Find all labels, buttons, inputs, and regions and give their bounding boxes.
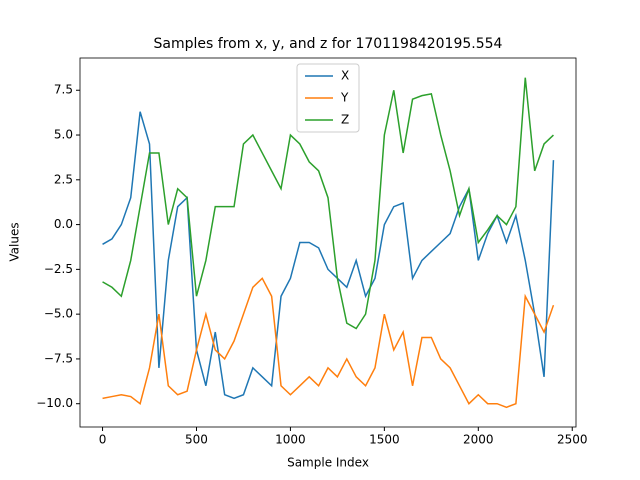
x-tick-label: 2500: [557, 433, 588, 447]
x-axis-label: Sample Index: [287, 456, 369, 470]
y-axis-label: Values: [8, 222, 22, 261]
plot-frame: [79, 57, 577, 428]
y-tick-label: 0.0: [54, 217, 73, 231]
x-tick-label: 2000: [463, 433, 494, 447]
y-tick-label: 2.5: [54, 172, 73, 186]
x-tick-label: 1500: [369, 433, 400, 447]
series-line: [102, 77, 554, 330]
y-tick-label: −7.5: [44, 351, 73, 365]
y-tick-label: −10.0: [36, 396, 73, 410]
legend-label: X: [341, 69, 349, 83]
legend-label: Z: [341, 113, 349, 127]
series-line: [102, 111, 555, 400]
y-tick-label: −2.5: [44, 262, 73, 276]
series-line: [102, 277, 555, 409]
chart-title: Samples from x, y, and z for 17011984201…: [154, 36, 503, 52]
x-tick-label: 1000: [275, 433, 306, 447]
legend-label: Y: [340, 91, 349, 105]
y-tick-label: 7.5: [54, 83, 73, 97]
y-tick-label: −5.0: [44, 307, 73, 321]
x-tick-label: 0: [99, 433, 107, 447]
y-tick-label: 5.0: [54, 128, 73, 142]
x-tick-label: 500: [185, 433, 208, 447]
